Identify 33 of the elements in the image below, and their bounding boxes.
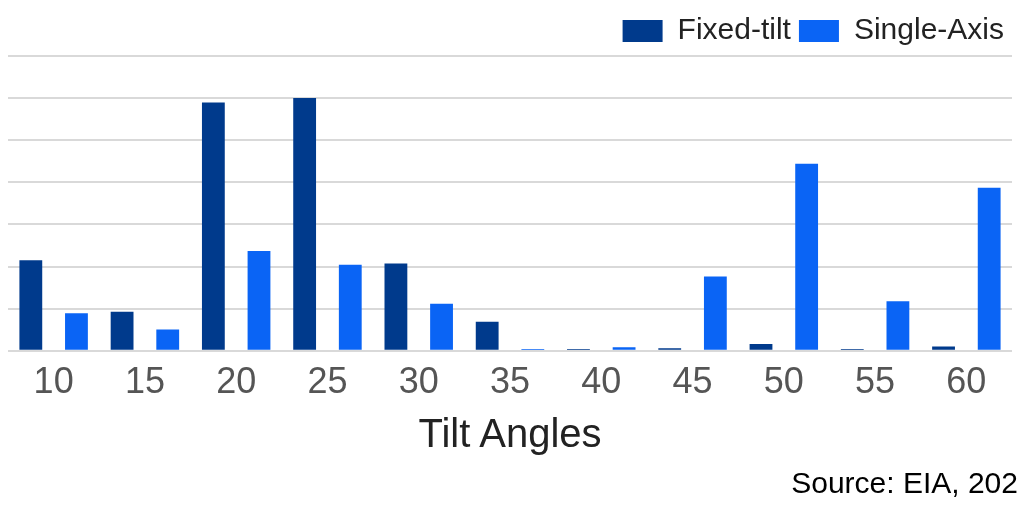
bar [795,163,819,350]
x-tick-label: 20 [216,360,257,402]
x-tick-label: 30 [398,360,439,402]
bar [384,263,408,350]
x-tick-label: 40 [581,360,622,402]
bar [110,311,134,350]
bar [156,329,180,350]
x-tick-label: 45 [672,360,713,402]
bar [293,98,317,350]
source-note: Source: EIA, 202 [791,466,1018,500]
bar [749,343,773,350]
x-tick-label: 55 [855,360,896,402]
bar [612,347,636,350]
legend-label: Fixed-tilt [677,12,792,46]
bar [475,321,499,350]
bar [65,313,88,350]
bar [201,102,225,350]
bar [932,346,955,350]
bar [19,260,43,350]
bar [338,264,362,350]
bar [247,250,271,350]
x-axis-title: Tilt Angles [418,411,602,456]
x-tick-label: 25 [307,360,348,402]
bar [886,301,910,350]
x-tick-label: 60 [946,360,987,402]
x-tick-label: 50 [763,360,804,402]
bar [703,276,727,350]
x-tick-label: 15 [124,360,165,402]
bar [977,187,1001,350]
bar [430,303,453,350]
legend-label: Single-Axis [853,12,1004,46]
x-tick-label: 35 [489,360,531,402]
x-tick-label: 10 [33,360,74,402]
